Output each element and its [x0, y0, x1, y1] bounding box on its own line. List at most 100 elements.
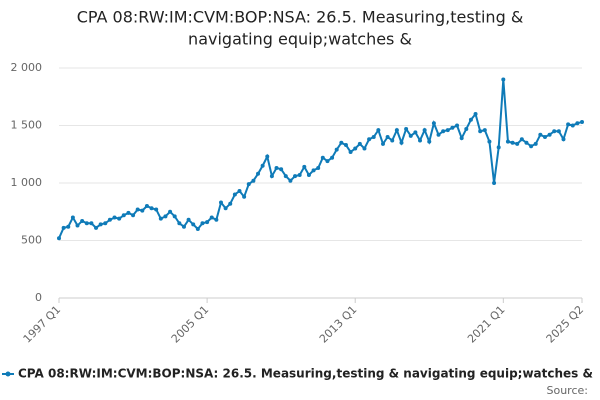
y-tick-label: 500	[21, 234, 42, 247]
x-tick-label: 2005 Q1	[169, 303, 212, 346]
point	[103, 221, 108, 226]
point	[529, 144, 534, 149]
point	[427, 139, 432, 144]
point	[172, 214, 177, 219]
point	[542, 135, 547, 139]
point	[464, 126, 469, 131]
point	[510, 140, 515, 145]
point	[260, 163, 265, 168]
point	[218, 200, 223, 205]
point	[325, 159, 330, 164]
point	[251, 178, 256, 183]
point	[468, 117, 473, 122]
x-tick-label: 1997 Q1	[21, 303, 64, 346]
point	[265, 154, 270, 159]
point	[320, 155, 325, 160]
point	[228, 201, 233, 206]
point	[524, 140, 529, 145]
point	[455, 123, 460, 128]
point	[371, 135, 376, 139]
point	[98, 222, 103, 227]
point	[422, 128, 427, 133]
point	[575, 121, 580, 126]
point	[519, 137, 524, 142]
point	[445, 128, 450, 133]
point	[496, 145, 501, 150]
point	[288, 178, 293, 183]
point	[547, 132, 552, 137]
point	[107, 217, 112, 222]
point	[459, 136, 464, 141]
point	[533, 141, 538, 146]
point	[538, 132, 543, 137]
point	[380, 141, 385, 146]
point	[418, 138, 423, 143]
point	[112, 215, 117, 220]
point	[487, 139, 492, 144]
point	[283, 174, 288, 179]
point	[246, 182, 251, 187]
y-tick-label: 1 000	[11, 176, 43, 189]
point	[200, 221, 205, 226]
point	[209, 215, 214, 220]
point	[158, 216, 163, 221]
point	[580, 120, 584, 125]
y-tick-label: 1 500	[11, 119, 43, 132]
point	[436, 132, 441, 137]
point	[181, 224, 186, 229]
point	[117, 216, 122, 221]
legend-label: CPA 08:RW:IM:CVM:BOP:NSA: 26.5. Measurin…	[18, 367, 593, 381]
point	[144, 204, 149, 208]
point	[431, 121, 436, 126]
y-tick-label: 0	[35, 291, 42, 304]
point	[126, 210, 131, 215]
point	[214, 217, 219, 222]
point	[348, 149, 353, 154]
point	[302, 164, 307, 169]
point	[131, 213, 136, 218]
point	[334, 147, 339, 152]
point	[376, 128, 381, 133]
point	[362, 146, 367, 151]
point	[274, 166, 279, 171]
point	[311, 168, 316, 173]
x-tick-label: 2021 Q1	[465, 303, 508, 346]
point	[408, 133, 413, 138]
point	[450, 125, 455, 130]
point	[94, 225, 99, 230]
point	[399, 140, 404, 145]
point	[163, 214, 168, 219]
point	[66, 224, 71, 229]
point	[478, 129, 483, 134]
point	[140, 208, 145, 213]
point	[505, 139, 510, 144]
point	[191, 222, 196, 227]
point	[394, 128, 399, 133]
point	[413, 130, 418, 135]
point	[316, 166, 321, 171]
point	[177, 221, 182, 226]
point	[330, 155, 335, 160]
point	[357, 141, 362, 146]
point	[84, 221, 89, 226]
point	[404, 126, 409, 131]
point	[556, 129, 561, 134]
point	[149, 206, 154, 211]
point	[306, 172, 311, 177]
point	[195, 227, 200, 231]
point	[80, 218, 85, 223]
source: Source:	[547, 384, 589, 397]
legend-marker	[5, 371, 11, 377]
point	[343, 143, 348, 148]
chart-title: CPA 08:RW:IM:CVM:BOP:NSA: 26.5. Measurin…	[77, 8, 524, 27]
point	[279, 167, 284, 172]
point	[566, 122, 571, 127]
point	[70, 215, 75, 220]
point	[242, 194, 247, 199]
point	[89, 221, 94, 226]
point	[168, 209, 173, 214]
point	[353, 146, 358, 151]
point	[561, 137, 566, 142]
point	[570, 123, 575, 128]
